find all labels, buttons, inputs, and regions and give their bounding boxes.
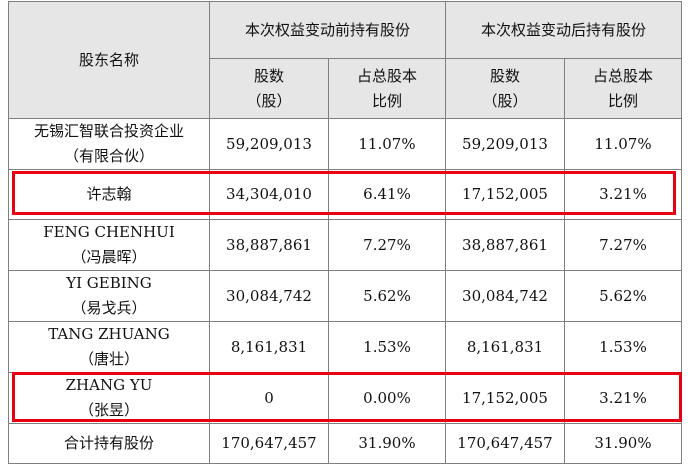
shareholder-name-cell: YI GEBING （易戈兵） <box>8 270 210 322</box>
table-row: YI GEBING （易戈兵） 30,084,742 5.62% 30,084,… <box>8 270 682 322</box>
after-ratio-cell: 3.21% <box>564 169 682 220</box>
header-after-ratio: 占总股本 比例 <box>564 58 682 119</box>
shareholder-name-note: （唐壮） <box>78 350 139 368</box>
total-label: 合计持有股份 <box>8 423 210 464</box>
before-shares-cell: 59,209,013 <box>209 118 329 170</box>
shareholder-name-cell: 无锡汇智联合投资企业 （有限合伙） <box>8 118 210 170</box>
header-before-ratio: 占总股本 比例 <box>328 58 446 119</box>
table-row: TANG ZHUANG （唐壮） 8,161,831 1.53% 8,161,8… <box>8 321 682 373</box>
shareholder-name: YI GEBING <box>66 274 152 292</box>
table-row: ZHANG YU （张昱） 0 0.00% 17,152,005 3.21% <box>8 372 682 424</box>
before-shares-cell: 30,084,742 <box>209 270 329 322</box>
shareholder-name-cell: TANG ZHUANG （唐壮） <box>8 321 210 373</box>
before-shares-cell: 38,887,861 <box>209 219 329 271</box>
after-shares-cell: 30,084,742 <box>445 270 565 322</box>
header-shares-label: 股数 <box>489 66 520 85</box>
header-after-change: 本次权益变动后持有股份 <box>445 1 682 59</box>
shareholder-name: TANG ZHUANG <box>48 325 170 343</box>
shareholding-table: 股东名称 本次权益变动前持有股份 本次权益变动后持有股份 股数 （股） 占总股本… <box>8 1 682 464</box>
after-shares-cell: 8,161,831 <box>445 321 565 373</box>
after-shares-cell: 59,209,013 <box>445 118 565 170</box>
total-after-shares: 170,647,457 <box>445 423 565 464</box>
table-row: 无锡汇智联合投资企业 （有限合伙） 59,209,013 11.07% 59,2… <box>8 118 682 170</box>
before-ratio-cell: 0.00% <box>328 372 446 424</box>
after-shares-cell: 17,152,005 <box>445 169 565 220</box>
before-shares-cell: 8,161,831 <box>209 321 329 373</box>
header-ratio-label-2: 比例 <box>607 91 638 110</box>
header-ratio-label-2: 比例 <box>371 91 402 110</box>
shareholder-name-note: （易戈兵） <box>71 299 147 317</box>
header-ratio-label: 占总股本 <box>356 66 417 85</box>
shareholder-name-cell: ZHANG YU （张昱） <box>8 372 210 424</box>
header-shareholder-name: 股东名称 <box>8 1 210 119</box>
header-before-shares: 股数 （股） <box>209 58 329 119</box>
before-shares-cell: 34,304,010 <box>209 169 329 220</box>
total-after-ratio: 31.90% <box>564 423 682 464</box>
before-ratio-cell: 11.07% <box>328 118 446 170</box>
after-ratio-cell: 5.62% <box>564 270 682 322</box>
before-ratio-cell: 1.53% <box>328 321 446 373</box>
shareholder-name: 无锡汇智联合投资企业 <box>33 122 184 140</box>
shareholder-name: ZHANG YU <box>65 376 153 394</box>
shareholder-name-note: （有限合伙） <box>63 147 154 165</box>
after-shares-cell: 38,887,861 <box>445 219 565 271</box>
header-after-shares: 股数 （股） <box>445 58 565 119</box>
after-ratio-cell: 7.27% <box>564 219 682 271</box>
shareholder-name: 许志翰 <box>86 185 132 203</box>
header-shares-label: 股数 <box>253 66 284 85</box>
before-ratio-cell: 6.41% <box>328 169 446 220</box>
header-shares-unit: （股） <box>246 91 292 110</box>
after-ratio-cell: 3.21% <box>564 372 682 424</box>
shareholder-name-cell: FENG CHENHUI （冯晨晖） <box>8 219 210 271</box>
total-before-ratio: 31.90% <box>328 423 446 464</box>
header-before-change: 本次权益变动前持有股份 <box>209 1 446 59</box>
after-shares-cell: 17,152,005 <box>445 372 565 424</box>
before-shares-cell: 0 <box>209 372 329 424</box>
shareholder-name: FENG CHENHUI <box>43 223 175 241</box>
table-row: 许志翰 34,304,010 6.41% 17,152,005 3.21% <box>8 169 682 220</box>
before-ratio-cell: 5.62% <box>328 270 446 322</box>
total-before-shares: 170,647,457 <box>209 423 329 464</box>
shareholder-name-note: （张昱） <box>78 401 139 419</box>
after-ratio-cell: 1.53% <box>564 321 682 373</box>
before-ratio-cell: 7.27% <box>328 219 446 271</box>
header-ratio-label: 占总股本 <box>592 66 653 85</box>
after-ratio-cell: 11.07% <box>564 118 682 170</box>
total-row: 合计持有股份 170,647,457 31.90% 170,647,457 31… <box>8 423 682 464</box>
shareholder-name-note: （冯晨晖） <box>71 248 147 266</box>
header-shares-unit: （股） <box>482 91 528 110</box>
shareholder-name-cell: 许志翰 <box>8 169 210 220</box>
table-row: FENG CHENHUI （冯晨晖） 38,887,861 7.27% 38,8… <box>8 219 682 271</box>
